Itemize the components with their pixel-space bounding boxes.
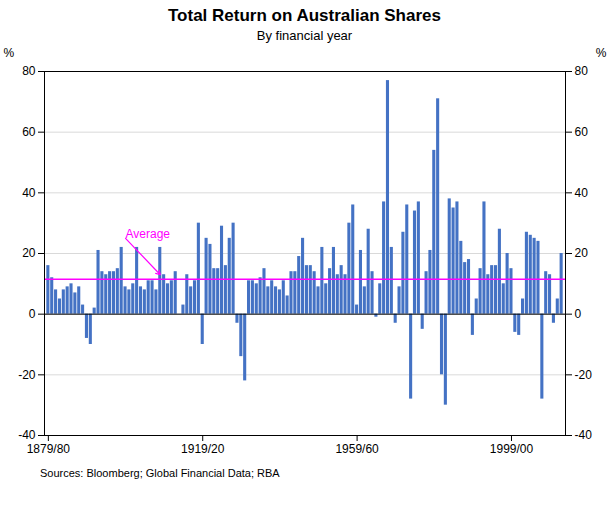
svg-text:0: 0 [29,307,36,321]
svg-text:1999/00: 1999/00 [490,442,534,456]
svg-text:40: 40 [22,186,36,200]
html-text:Total Return on Australian Sha: Total Return on Australian Shares [168,6,441,25]
svg-text:1879/80: 1879/80 [27,442,71,456]
svg-text:-40: -40 [18,428,36,442]
svg-text:20: 20 [575,246,589,260]
svg-text:20: 20 [22,246,36,260]
svg-text:80: 80 [22,64,36,78]
svg-text:Average: Average [126,227,171,241]
svg-text:%: % [4,46,15,60]
svg-text:60: 60 [575,125,589,139]
svg-text:%: % [596,46,607,60]
svg-text:-40: -40 [575,428,593,442]
svg-text:60: 60 [22,125,36,139]
svg-text:80: 80 [575,64,589,78]
svg-text:1959/60: 1959/60 [335,442,379,456]
html-text:Sources: Bloomberg; Global Fin: Sources: Bloomberg; Global Financial Dat… [40,467,280,479]
svg-text:-20: -20 [575,368,593,382]
svg-text:-20: -20 [18,368,36,382]
svg-text:1919/20: 1919/20 [181,442,225,456]
svg-text:0: 0 [575,307,582,321]
svg-text:40: 40 [575,186,589,200]
html-text:By financial year: By financial year [256,28,353,43]
